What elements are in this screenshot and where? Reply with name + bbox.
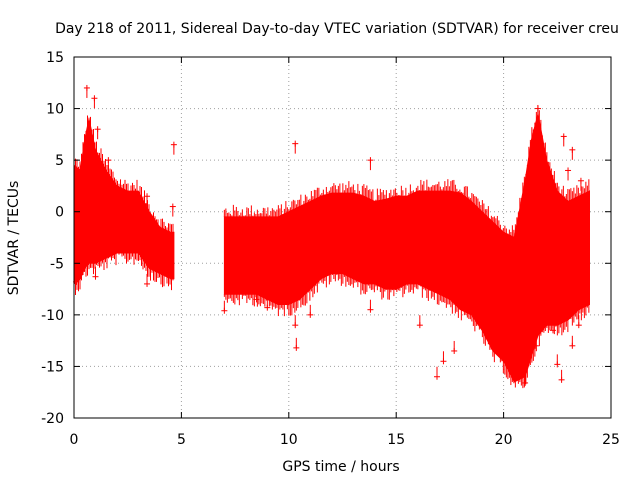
x-axis-label: GPS time / hours: [282, 459, 399, 475]
axis-layer: -20 -15 -10 -5 0 5 10 15 0 5 10 15 20 25: [41, 50, 620, 448]
x-tick-label: 20: [495, 432, 513, 448]
x-tick-label: 5: [177, 432, 186, 448]
data-layer: [73, 84, 590, 389]
data-band: [223, 113, 590, 383]
chart-title: Day 218 of 2011, Sidereal Day-to-day VTE…: [55, 21, 619, 37]
y-axis-label: SDTVAR / TECUs: [6, 181, 22, 296]
x-tick-label: 15: [387, 432, 405, 448]
y-tick-label: 0: [55, 205, 64, 221]
x-tick-label: 10: [280, 432, 298, 448]
y-tick-label: 5: [55, 153, 64, 169]
data-band: [73, 118, 175, 285]
y-tick-label: -20: [41, 411, 64, 427]
y-tick-label: -10: [41, 308, 64, 324]
plot-frame: [73, 56, 612, 419]
x-tick-label: 25: [602, 432, 620, 448]
y-tick-label: -15: [41, 359, 64, 375]
y-tick-label: 15: [46, 50, 64, 66]
y-tick-label: -5: [50, 256, 64, 272]
y-tick-label: 10: [46, 102, 64, 118]
x-tick-label: 0: [70, 432, 79, 448]
